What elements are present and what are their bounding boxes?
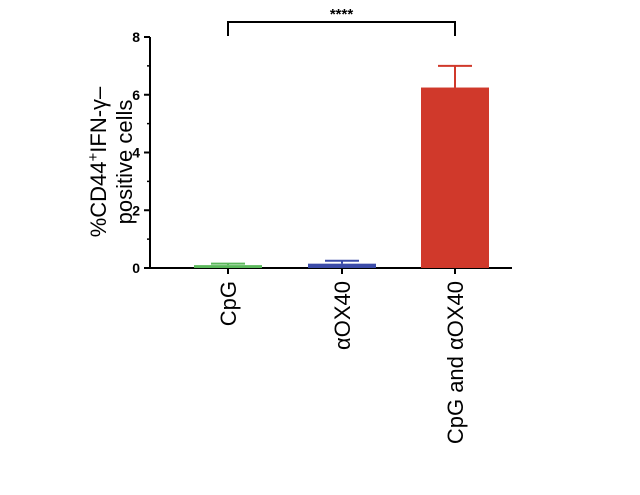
y-tick-label-4: 8 bbox=[132, 29, 140, 45]
significance-bracket-line bbox=[227, 21, 456, 36]
y-axis-title-part1: %CD44 bbox=[86, 161, 111, 237]
bar-0 bbox=[194, 265, 262, 268]
category-label-2: CpG and αOX40 bbox=[443, 281, 468, 444]
y-tick-label-1: 2 bbox=[132, 202, 140, 218]
significance-bracket: **** bbox=[227, 6, 456, 36]
y-axis-title-line2: positive cells bbox=[112, 100, 137, 225]
category-label-0: CpG bbox=[216, 281, 241, 326]
y-axis-title-part2: IFN-γ– bbox=[86, 86, 111, 153]
y-axis-title-sup: + bbox=[85, 152, 102, 161]
category-label-1: αOX40 bbox=[330, 281, 355, 350]
y-tick-label-3: 6 bbox=[132, 87, 140, 103]
bar-2 bbox=[421, 87, 489, 268]
bar-1 bbox=[308, 263, 376, 268]
significance-label: **** bbox=[330, 6, 354, 23]
y-axis-title: %CD44+IFN-γ– positive cells bbox=[85, 86, 137, 237]
svg-text:%CD44+IFN-γ–: %CD44+IFN-γ– bbox=[85, 86, 111, 237]
bars: CpG αOX40 CpG and αOX40 bbox=[194, 64, 489, 444]
y-tick-label-0: 0 bbox=[132, 260, 140, 276]
y-tick-label-2: 4 bbox=[132, 145, 140, 161]
